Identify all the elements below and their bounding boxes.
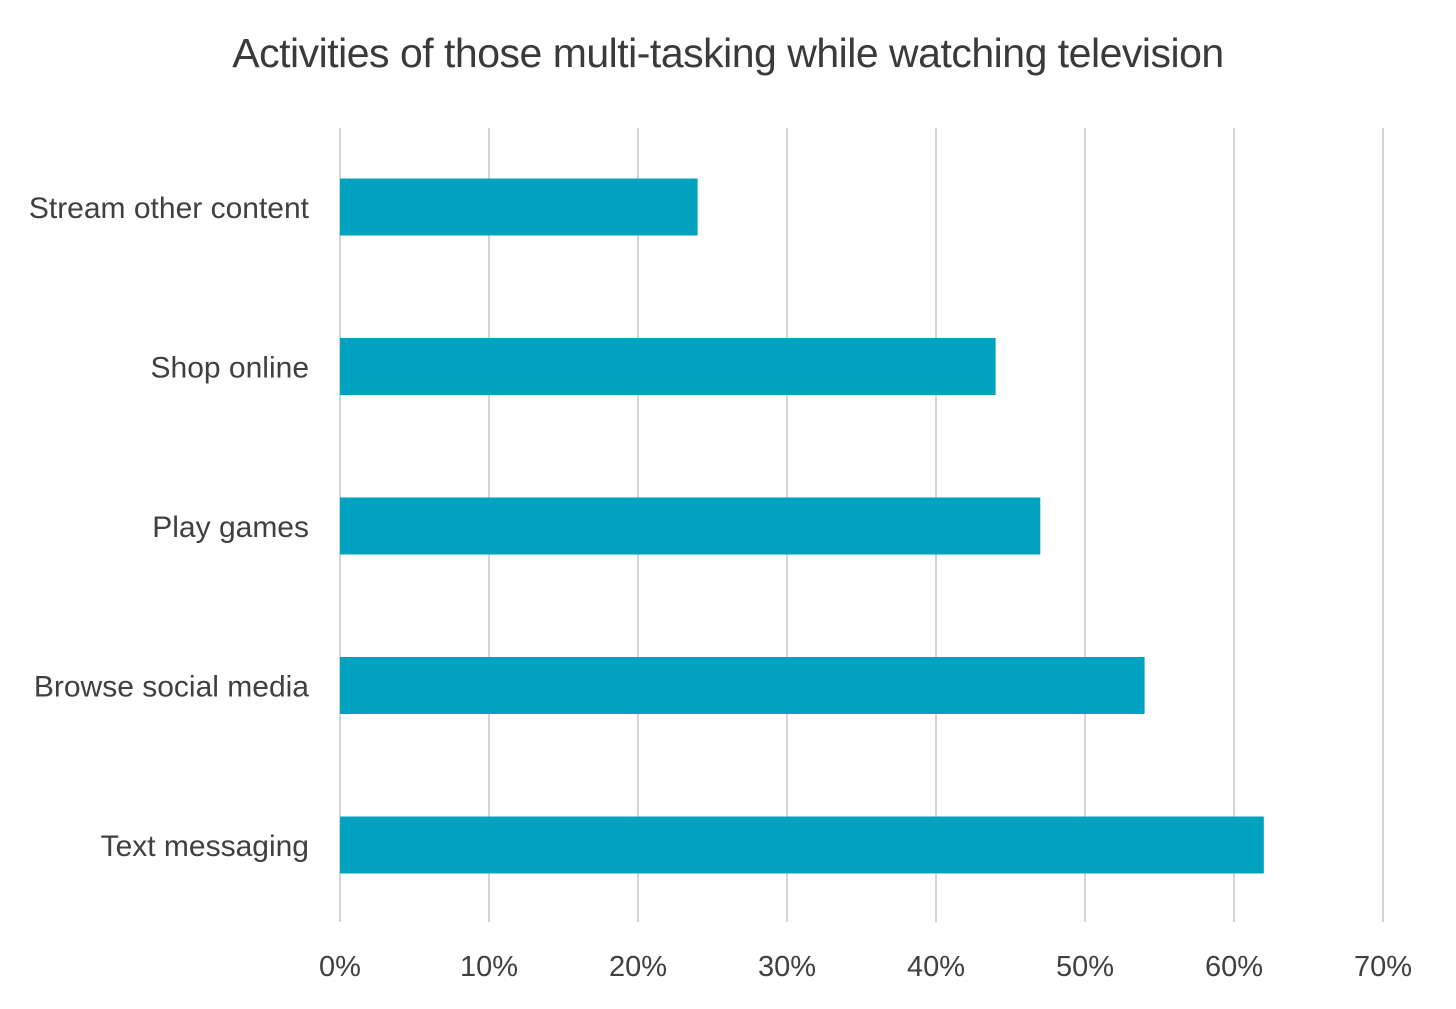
- x-tick-label: 10%: [460, 951, 518, 983]
- x-tick-label: 60%: [1205, 951, 1263, 983]
- bar: [340, 816, 1264, 874]
- x-tick-label: 0%: [319, 951, 361, 983]
- category-label: Stream other content: [29, 192, 310, 225]
- x-tick-label: 30%: [758, 951, 816, 983]
- category-label: Browse social media: [34, 671, 309, 704]
- x-tick-labels: 0% 10% 20% 30% 40% 50% 60% 70%: [319, 951, 1412, 983]
- bar: [340, 338, 996, 395]
- chart-title: Activities of those multi-tasking while …: [232, 30, 1224, 76]
- category-label: Shop online: [151, 352, 309, 385]
- bar: [340, 178, 698, 236]
- category-label: Play games: [152, 511, 309, 544]
- category-labels: Stream other content Shop online Play game…: [29, 192, 310, 863]
- bar: [340, 497, 1041, 555]
- bar: [340, 657, 1145, 714]
- category-label: Text messaging: [101, 830, 309, 863]
- x-tick-label: 50%: [1056, 951, 1114, 983]
- x-tick-label: 40%: [907, 951, 965, 983]
- bars: [340, 178, 1264, 874]
- x-tick-label: 70%: [1354, 951, 1412, 983]
- x-tick-label: 20%: [609, 951, 667, 983]
